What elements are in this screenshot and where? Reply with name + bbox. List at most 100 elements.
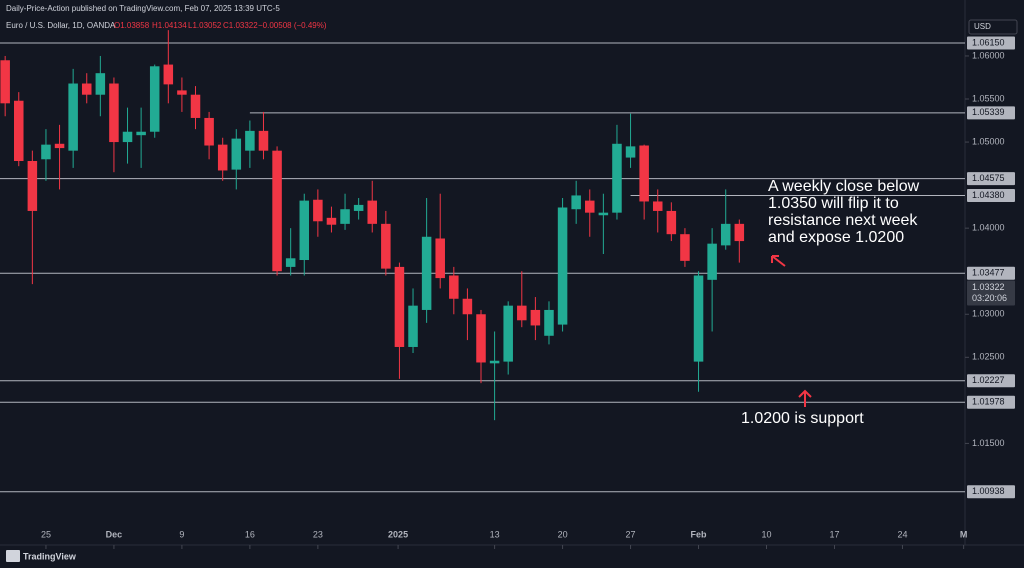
- candle-body: [652, 201, 663, 211]
- level-label-box: [967, 374, 1015, 388]
- y-tick-label: 1.02500: [972, 352, 1005, 362]
- candle-body: [231, 138, 242, 170]
- candle-body: [381, 223, 391, 269]
- x-tick-label: M: [960, 529, 968, 539]
- candle: [326, 206, 337, 233]
- candle-body: [612, 143, 622, 213]
- candle-body: [0, 60, 10, 104]
- candle: [54, 124, 65, 190]
- candle: [136, 107, 146, 168]
- y-tick-label: 1.06000: [972, 50, 1005, 60]
- candle-body: [54, 143, 65, 149]
- candle: [720, 189, 731, 250]
- level-label-box: [967, 36, 1015, 50]
- ohlc-open: O1.03858: [114, 21, 150, 30]
- candle: [163, 30, 174, 104]
- candle: [421, 198, 432, 323]
- annotation: A weekly close below: [768, 178, 920, 195]
- y-tick-label: 1.04000: [972, 223, 1005, 233]
- logo: [6, 550, 20, 562]
- candle: [81, 73, 92, 104]
- candle-body: [272, 150, 282, 272]
- level-label: 1.05339: [972, 107, 1005, 117]
- candle: [68, 68, 78, 168]
- last-price-label: 1.03322: [972, 282, 1005, 292]
- candle-body: [503, 305, 513, 362]
- x-tick-label: 17: [829, 529, 839, 539]
- candle-body: [149, 66, 160, 132]
- candle: [0, 55, 10, 117]
- candle-body: [109, 83, 119, 143]
- candle-body: [163, 64, 174, 85]
- candle: [204, 111, 214, 160]
- level-label: 1.04380: [972, 190, 1005, 200]
- candle: [666, 202, 677, 242]
- legend: Euro / U.S. Dollar, 1D, OANDA O1.03858 H…: [6, 21, 327, 30]
- candle: [571, 180, 581, 224]
- ohlc-close: C1.03322: [223, 21, 258, 30]
- x-tick-label: 24: [897, 529, 907, 539]
- arrows: [771, 255, 812, 407]
- candle: [394, 262, 405, 379]
- candle-body: [136, 131, 146, 136]
- candle: [340, 193, 350, 230]
- x-tick-label: 25: [41, 529, 51, 539]
- candle: [707, 228, 717, 332]
- candle: [639, 144, 649, 220]
- candle: [462, 288, 473, 341]
- candle-body: [734, 223, 745, 242]
- candle-body: [585, 200, 595, 213]
- candle: [353, 198, 364, 220]
- currency-box[interactable]: [968, 19, 1018, 35]
- candle: [231, 129, 242, 190]
- y-tick-label: 1.05500: [972, 93, 1005, 103]
- candle: [476, 309, 486, 384]
- candle-body: [41, 144, 51, 160]
- candle: [245, 120, 255, 168]
- candle: [299, 193, 310, 276]
- level-label-box: [967, 266, 1015, 280]
- candle-body: [625, 146, 636, 158]
- annotation: and expose 1.0200: [768, 229, 904, 246]
- candle: [585, 189, 595, 237]
- x-tick-label: 2025: [388, 529, 408, 539]
- candle-body: [367, 200, 377, 224]
- candle: [449, 266, 459, 315]
- candle: [612, 124, 622, 220]
- candle: [95, 55, 106, 117]
- x-tick-label: 27: [626, 529, 636, 539]
- candle-body: [313, 199, 323, 222]
- level-label: 1.00938: [972, 486, 1005, 496]
- candle: [258, 111, 269, 160]
- candle-body: [285, 258, 296, 267]
- candle-body: [666, 210, 677, 235]
- candle-body: [326, 217, 337, 225]
- x-tick-label: Feb: [691, 529, 708, 539]
- candle-body: [530, 309, 541, 326]
- candle: [190, 86, 201, 130]
- candle-body: [394, 266, 405, 347]
- currency[interactable]: USD: [974, 22, 991, 31]
- candle: [122, 107, 133, 164]
- symbol: Euro / U.S. Dollar, 1D, OANDA: [6, 21, 116, 30]
- arrow: [771, 255, 786, 267]
- candle: [680, 228, 690, 267]
- candle: [408, 288, 418, 354]
- candle-body: [245, 130, 255, 151]
- candle-body: [680, 234, 690, 261]
- candle-body: [639, 145, 649, 202]
- countdown: 03:20:06: [972, 293, 1007, 303]
- candle-body: [340, 209, 350, 224]
- candle: [27, 150, 38, 285]
- candle-body: [408, 305, 418, 347]
- level-label: 1.03477: [972, 268, 1005, 278]
- candle-body: [353, 204, 364, 211]
- candle-body: [435, 238, 445, 279]
- candle-body: [476, 314, 486, 363]
- candle: [435, 193, 445, 289]
- candle-body: [571, 195, 581, 210]
- annotation: 1.0350 will flip it to: [768, 195, 899, 212]
- x-tick-label: 13: [490, 529, 500, 539]
- candle: [177, 77, 187, 112]
